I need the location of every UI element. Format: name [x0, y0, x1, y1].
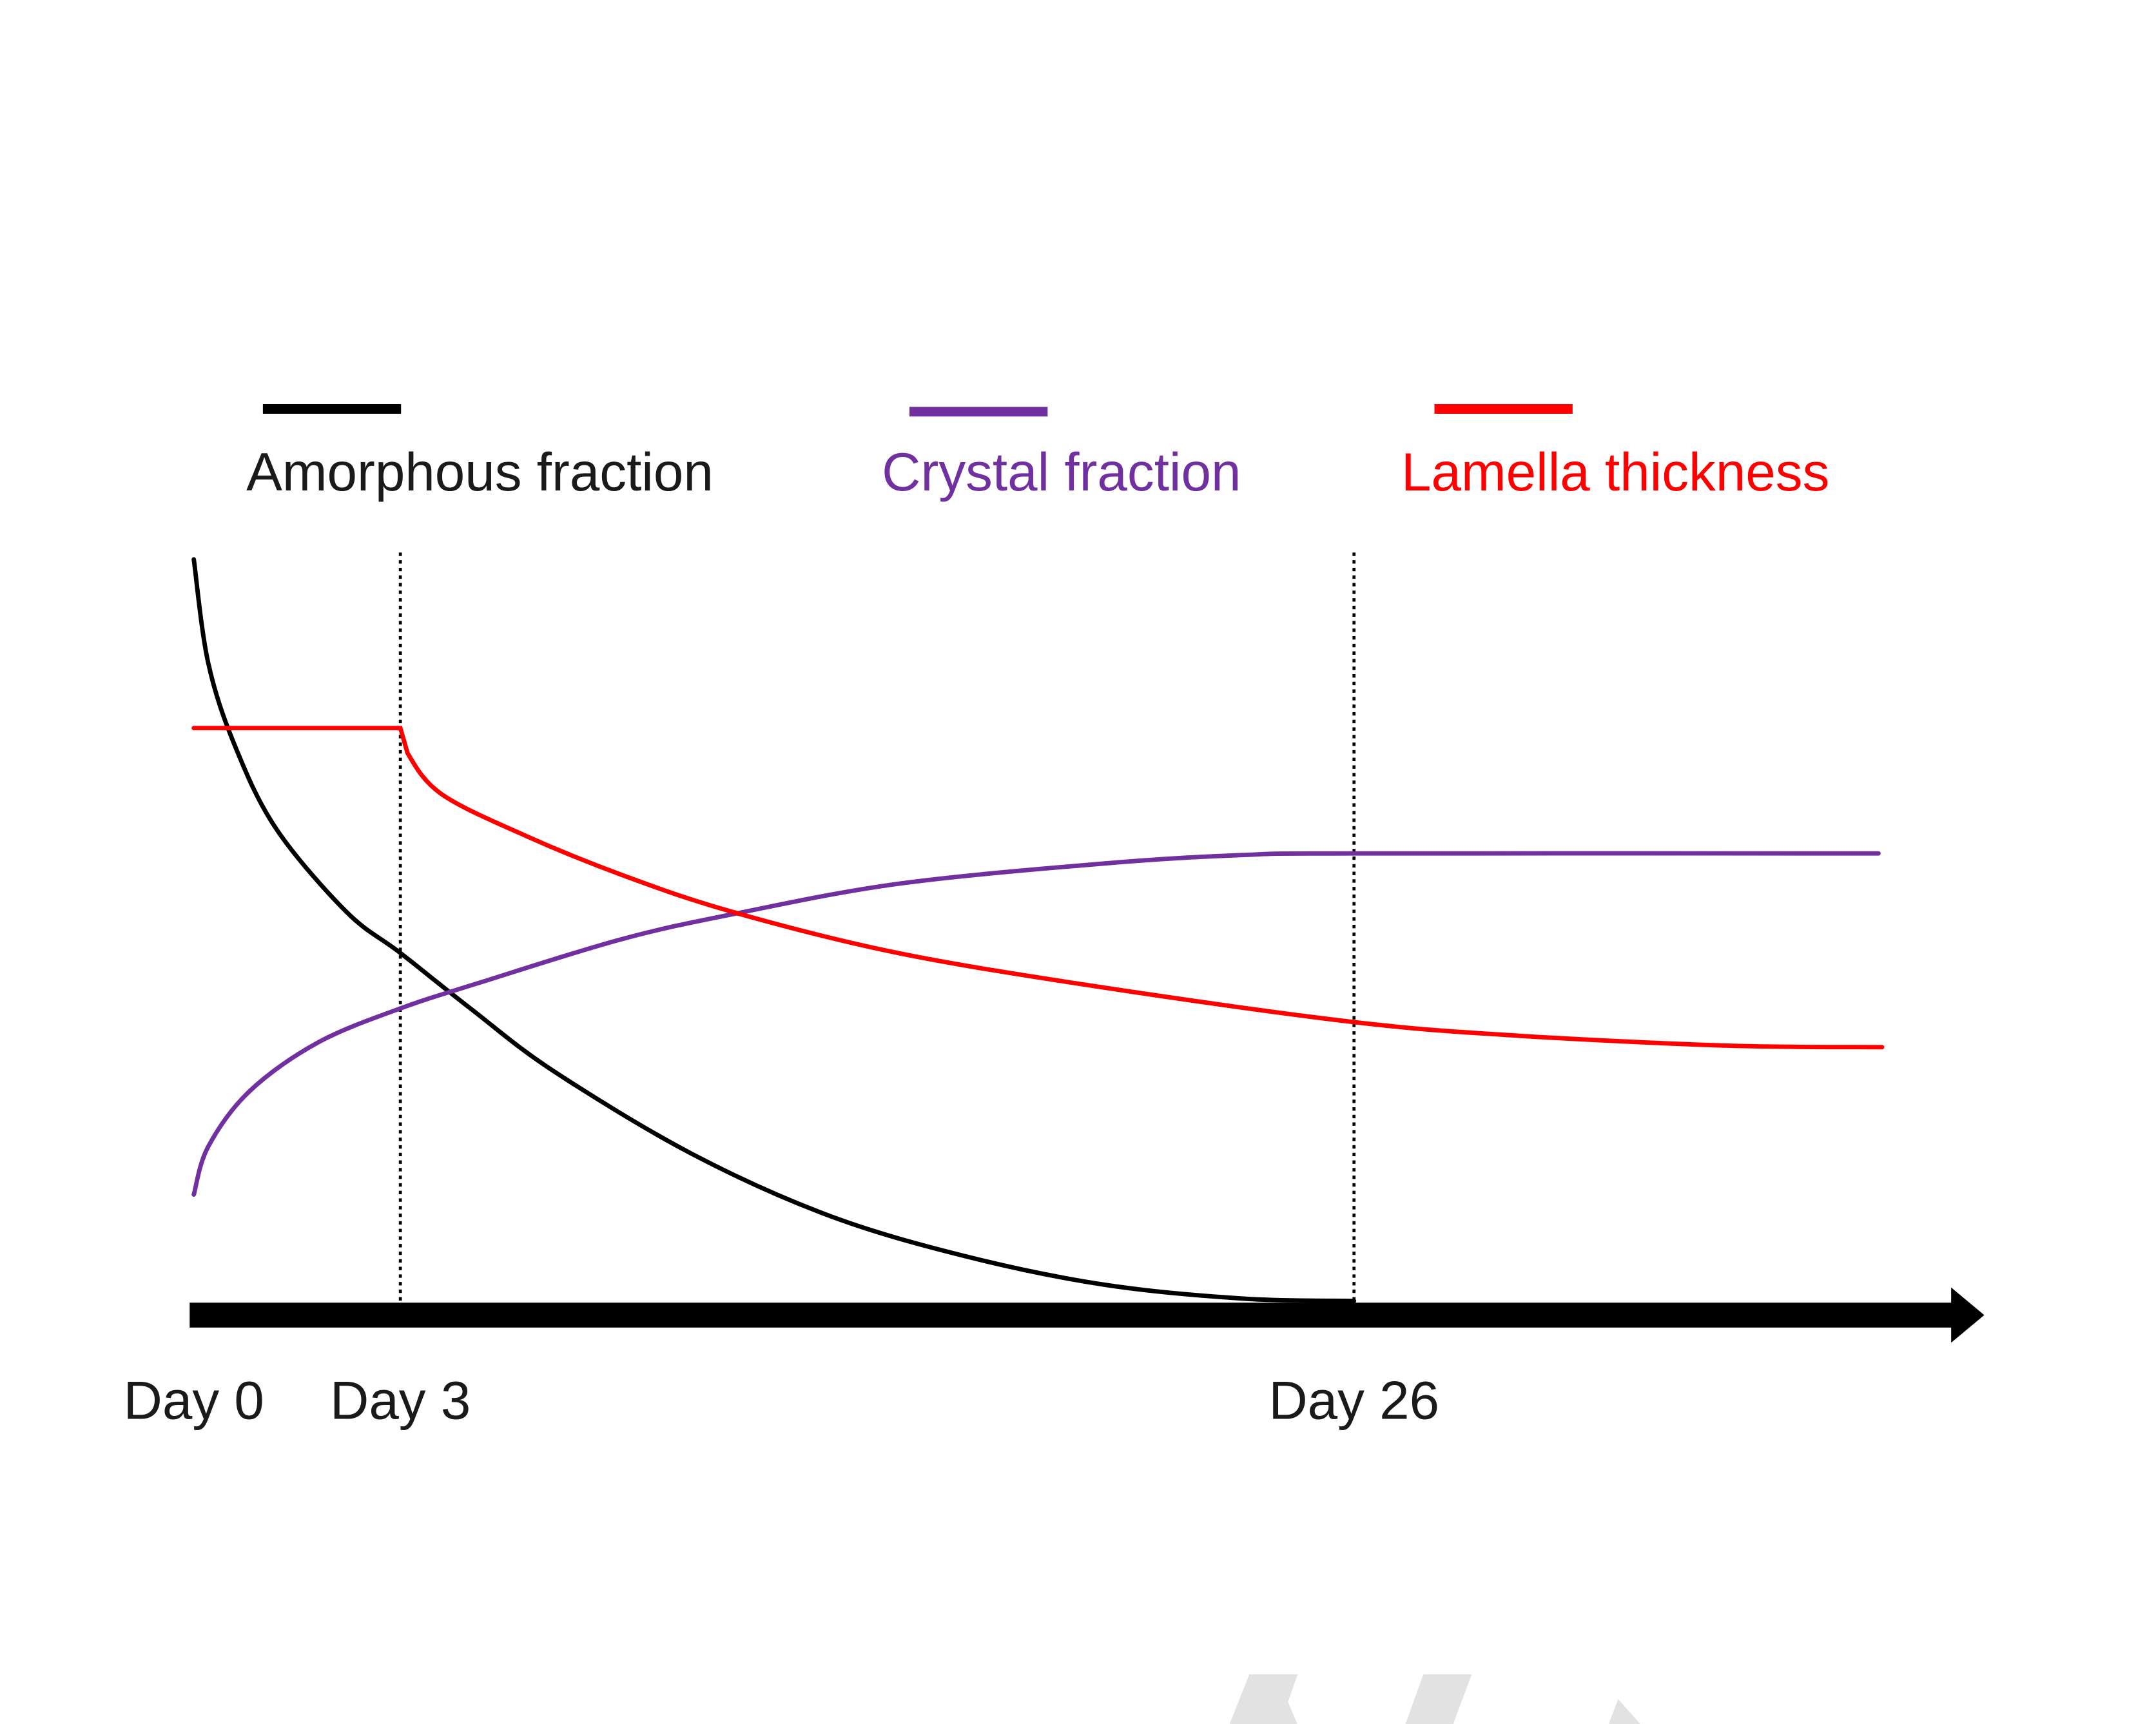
x-tick-label: Day 26 [1268, 1370, 1439, 1430]
series-line-amorphous-fraction [191, 557, 1357, 1304]
x-axis-arrow [189, 1287, 1985, 1343]
legend-label-lamella: Lamella thickness [1401, 441, 1829, 502]
series-line-lamella-thickness [191, 726, 1885, 1050]
x-tick-label: Day 3 [330, 1370, 471, 1430]
legend-label-amorphous: Amorphous fraction [246, 441, 714, 502]
watermark [1229, 1674, 1640, 1724]
x-axis-arrowhead [1951, 1287, 1985, 1343]
series-line-crystal-fraction [191, 851, 1881, 1197]
legend: Amorphous fraction Crystal fraction Lame… [246, 403, 1829, 502]
x-tick-label: Day 0 [124, 1370, 264, 1430]
legend-label-crystal: Crystal fraction [882, 441, 1241, 502]
